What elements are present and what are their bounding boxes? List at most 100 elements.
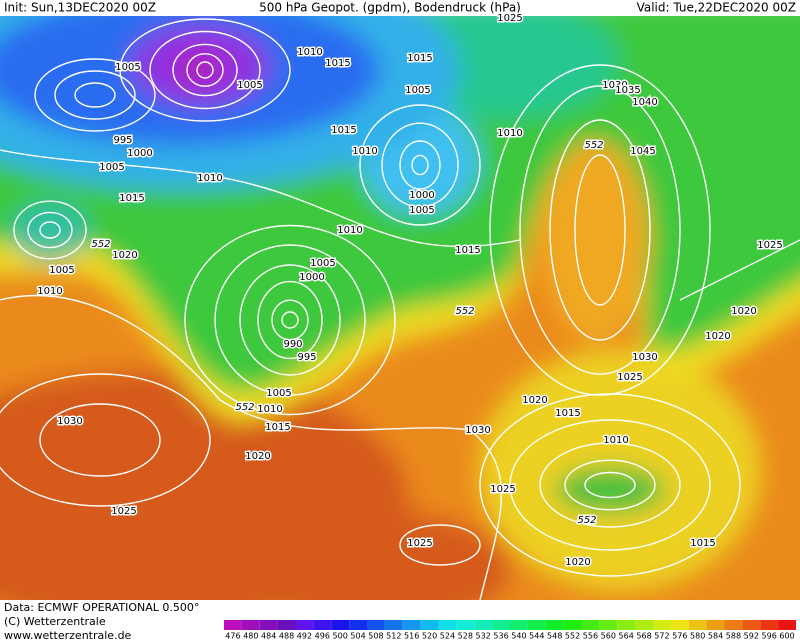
height-label: 552 — [584, 140, 603, 151]
colorbar-swatch — [599, 620, 618, 630]
colorbar-label: 560 — [601, 632, 616, 641]
isobar — [257, 280, 323, 360]
colorbar-label: 496 — [315, 632, 330, 641]
isobar — [564, 459, 656, 511]
colorbar-label: 500 — [333, 632, 348, 641]
isobar — [214, 244, 366, 396]
isobar-label: 1005 — [310, 258, 335, 269]
isobars — [0, 18, 800, 600]
colorbar-label: 584 — [708, 632, 723, 641]
colorbar-swatch — [778, 620, 796, 630]
isobar-label: 1010 — [497, 128, 522, 139]
isobar — [411, 154, 429, 176]
colorbar-swatch — [384, 620, 403, 630]
isobar-label: 1005 — [115, 62, 140, 73]
isobar-label: 1010 — [337, 225, 362, 236]
colorbar-label: 576 — [672, 632, 687, 641]
isobar — [54, 70, 136, 120]
colorbar-swatch — [724, 620, 743, 630]
colorbar-swatch — [295, 620, 314, 630]
isobar — [196, 61, 214, 79]
colorbar-label: 536 — [493, 632, 508, 641]
colorbar-swatch — [670, 620, 689, 630]
isobar — [539, 442, 681, 528]
isobar-label: 1030 — [602, 80, 627, 91]
isobar-label: 1000 — [127, 148, 152, 159]
colorbar-label: 552 — [565, 632, 580, 641]
isobar — [34, 58, 156, 132]
isobar — [186, 53, 224, 87]
colorbar-swatch — [277, 620, 296, 630]
isobar-label: 1010 — [352, 146, 377, 157]
colorbar-label: 572 — [654, 632, 669, 641]
isobar-label: 1015 — [690, 538, 715, 549]
isobar-label: 1020 — [522, 395, 547, 406]
isobar-label: 1020 — [112, 250, 137, 261]
isobar — [281, 311, 299, 329]
copyright: (C) Wetterzentrale — [4, 615, 106, 628]
colorbar-swatch — [527, 620, 546, 630]
colorbar-label: 532 — [476, 632, 491, 641]
colorbar-swatch — [241, 620, 260, 630]
isobar-label: 1040 — [632, 97, 657, 108]
isobar — [74, 82, 116, 108]
colorbar-label: 564 — [619, 632, 634, 641]
colorbar-swatch — [510, 620, 528, 630]
colorbar-label: 492 — [297, 632, 312, 641]
isobar-label: 1030 — [57, 416, 82, 427]
isobar — [359, 104, 481, 226]
colorbar-swatch — [617, 620, 636, 630]
colorbar-label: 504 — [350, 632, 365, 641]
isobar — [0, 294, 503, 600]
colorbar-swatch — [635, 620, 653, 630]
colorbar-swatch — [331, 620, 350, 630]
colorbar-swatch — [706, 620, 725, 630]
isobar-label: 1010 — [37, 286, 62, 297]
isobar — [13, 200, 87, 260]
colorbar-swatch — [474, 620, 493, 630]
colorbar-swatch — [456, 620, 475, 630]
colorbar-label: 516 — [404, 632, 419, 641]
isobar-label: 1025 — [617, 372, 642, 383]
isobar-label: 1005 — [99, 162, 124, 173]
isobar — [39, 221, 61, 239]
colorbar-swatch — [688, 620, 707, 630]
colorbar-swatch — [438, 620, 457, 630]
isobar-label: 1010 — [297, 47, 322, 58]
isobar — [519, 85, 681, 375]
isobar — [149, 30, 261, 110]
isobar — [509, 419, 711, 551]
isobar-label: 1010 — [603, 435, 628, 446]
colorbar-label: 476 — [225, 632, 240, 641]
colorbar-label: 508 — [368, 632, 383, 641]
isobar-label: 1035 — [615, 85, 640, 96]
isobar-label: 1005 — [49, 265, 74, 276]
colorbar-swatch — [313, 620, 332, 630]
height-label: 552 — [455, 306, 474, 317]
isobar-label: 1010 — [197, 173, 222, 184]
isobar-label: 1005 — [237, 80, 262, 91]
colorbar-label: 600 — [779, 632, 794, 641]
colorbar-label: 556 — [583, 632, 598, 641]
isobar — [172, 43, 238, 97]
isobar-label: 1045 — [630, 146, 655, 157]
isobar — [39, 403, 161, 477]
isobar — [271, 299, 309, 341]
colorbar-swatch — [349, 620, 367, 630]
colorbar-swatch — [545, 620, 564, 630]
isobar — [399, 524, 481, 566]
header-bar — [0, 0, 800, 16]
isobar-label: 1015 — [265, 422, 290, 433]
isobar-label: 995 — [297, 352, 316, 363]
isobar-label: 1005 — [409, 205, 434, 216]
isobar-label: 1000 — [409, 190, 434, 201]
colorbar-label: 592 — [744, 632, 759, 641]
isobar-label: 1030 — [632, 352, 657, 363]
isobar-label: 995 — [113, 135, 132, 146]
isobar — [679, 239, 800, 301]
colorbar-label: 520 — [422, 632, 437, 641]
colorbar-label: 540 — [511, 632, 526, 641]
